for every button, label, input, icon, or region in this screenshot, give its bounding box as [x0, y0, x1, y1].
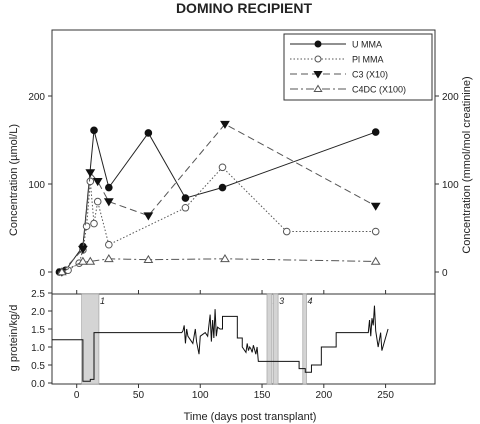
data-point — [220, 120, 230, 129]
data-point — [90, 126, 98, 135]
x-tick-label: 150 — [254, 390, 271, 401]
top-axes: 0 100 200 0 100 200 — [28, 92, 459, 294]
data-point — [313, 71, 323, 79]
data-point — [85, 256, 96, 265]
data-point — [143, 212, 154, 221]
shaded-period-label: 4 — [308, 296, 313, 306]
x-tick-label: 50 — [133, 390, 145, 401]
y-tick-label-protein: 0.0 — [31, 379, 45, 390]
series-line — [61, 123, 376, 273]
data-point — [370, 202, 381, 211]
data-point — [105, 240, 113, 249]
data-point — [371, 128, 380, 136]
data-point — [82, 222, 91, 231]
y-axis-label-protein: g protein/kg/d — [8, 305, 20, 372]
y-tick-label-right: 0 — [442, 268, 448, 279]
y-tick-label-right: 200 — [442, 92, 459, 103]
shaded-period-2 — [266, 293, 273, 385]
legend-entry: U MMA — [290, 40, 382, 50]
data-point — [218, 163, 227, 172]
shaded-period-4 — [302, 293, 307, 385]
data-point — [314, 40, 322, 48]
legend-label: Pl MMA — [352, 55, 384, 65]
chart-title: DOMINO RECIPIENT — [176, 0, 313, 16]
x-axis-label: Time (days post transplant) — [184, 411, 317, 423]
y-tick-label-right: 100 — [442, 180, 459, 191]
legend-label: C3 (X10) — [352, 70, 388, 80]
shaded-period-label: 3 — [279, 296, 284, 306]
y-tick-label-protein: 1.0 — [31, 343, 45, 354]
x-tick-label: 0 — [74, 390, 80, 401]
legend-entry: Pl MMA — [290, 55, 384, 65]
y-axis-label-right: Concentration (mmol/mol creatinine) — [461, 76, 473, 253]
shaded-period-3 — [272, 293, 279, 385]
y-tick-label-left: 0 — [39, 268, 45, 279]
y-tick-label-protein: 2.0 — [31, 307, 45, 318]
data-point — [371, 227, 380, 236]
legend-entry: C3 (X10) — [290, 70, 388, 80]
data-point — [77, 245, 88, 254]
series-group — [55, 120, 381, 277]
data-point — [90, 219, 98, 228]
y-tick-label-protein: 1.5 — [31, 325, 45, 336]
shaded-period-1 — [81, 293, 100, 385]
legend-entry: C4DC (X100) — [290, 85, 406, 95]
data-point — [92, 178, 103, 187]
data-point — [370, 256, 381, 265]
data-point — [314, 55, 322, 63]
series-4 — [56, 254, 381, 276]
data-point — [144, 129, 153, 137]
series-3 — [56, 120, 381, 277]
data-point — [93, 197, 102, 206]
data-point — [218, 183, 227, 192]
data-point — [143, 254, 154, 263]
data-point — [181, 194, 190, 202]
data-point — [282, 227, 291, 236]
data-point — [85, 169, 96, 178]
x-tick-label: 100 — [192, 390, 209, 401]
shaded-periods: 1234 — [81, 293, 313, 385]
data-point — [86, 177, 95, 186]
y-tick-label-protein: 2.5 — [31, 289, 45, 300]
series-1 — [55, 126, 380, 276]
x-tick-label: 250 — [377, 390, 394, 401]
data-point — [103, 254, 114, 263]
shaded-period-label: 1 — [100, 296, 105, 306]
protein-series — [52, 305, 389, 382]
data-point — [103, 198, 114, 207]
bottom-axes: 0.0 0.5 1.0 1.5 2.0 2.5 0 50 100 150 200 250 — [31, 289, 394, 401]
data-point — [313, 84, 323, 92]
y-tick-label-left: 100 — [28, 180, 45, 191]
legend-label: C4DC (X100) — [352, 85, 406, 95]
protein-line — [52, 305, 389, 382]
x-tick-label: 200 — [315, 390, 332, 401]
y-tick-label-protein: 0.5 — [31, 361, 45, 372]
data-point — [220, 254, 230, 263]
y-axis-label-left: Concentration (µmol/L) — [8, 124, 20, 236]
data-point — [105, 183, 113, 192]
data-point — [56, 267, 67, 276]
y-tick-label-left: 200 — [28, 92, 45, 103]
data-point — [77, 256, 88, 265]
bottom-panel-frame — [51, 293, 436, 385]
legend-label: U MMA — [352, 40, 382, 50]
legend: U MMA Pl MMA C3 (X10) C4DC (X100) — [283, 33, 433, 101]
data-point — [181, 203, 190, 212]
